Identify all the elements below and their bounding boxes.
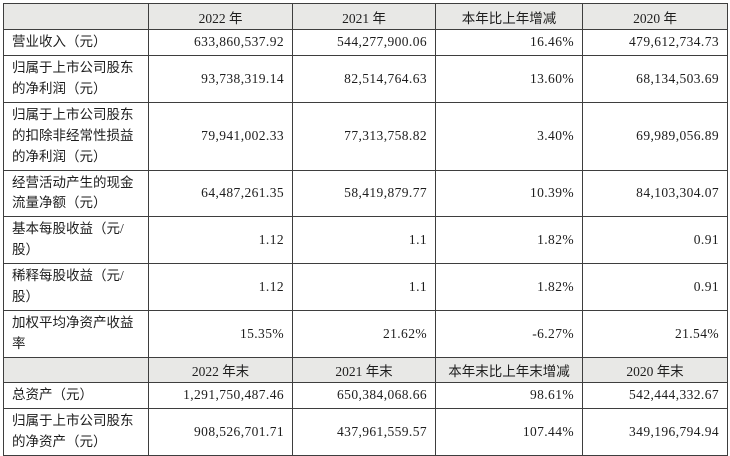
value-2021: 650,384,068.66	[292, 381, 436, 409]
col-header-2021: 2021 年	[292, 3, 436, 30]
table-row-total-assets: 总资产（元） 1,291,750,487.46 650,384,068.66 9…	[3, 381, 728, 409]
table-row-diluted-eps: 稀释每股收益（元/ 股） 1.12 1.1 1.82% 0.91	[3, 263, 728, 312]
value-change: 1.82%	[435, 263, 583, 312]
value-2020: 69,989,056.89	[582, 101, 728, 171]
value-2022: 15.35%	[148, 310, 293, 358]
value-change: 16.46%	[435, 29, 583, 56]
value-change: 107.44%	[435, 407, 583, 456]
col-header-2022-end: 2022 年末	[148, 356, 293, 383]
row-label: 归属于上市公司股东 的净资产（元）	[3, 407, 149, 456]
value-2021: 1.1	[292, 216, 436, 265]
row-label: 归属于上市公司股东 的扣除非经常性损益 的净利润（元）	[3, 101, 149, 171]
col-header-2020-end: 2020 年末	[582, 356, 728, 383]
table-row-net-profit: 归属于上市公司股东 的净利润（元） 93,738,319.14 82,514,7…	[3, 54, 728, 103]
row-label: 总资产（元）	[3, 381, 149, 409]
value-2021: 58,419,879.77	[292, 169, 436, 218]
value-2022: 1.12	[148, 216, 293, 265]
value-2022: 908,526,701.71	[148, 407, 293, 456]
row-label: 加权平均净资产收益 率	[3, 310, 149, 358]
row-label: 营业收入（元）	[3, 29, 149, 56]
row-label: 经营活动产生的现金 流量净额（元）	[3, 169, 149, 218]
value-2022: 633,860,537.92	[148, 29, 293, 56]
period-end-header-row: 2022 年末 2021 年末 本年末比上年末增减 2020 年末	[3, 356, 728, 383]
value-change: 98.61%	[435, 381, 583, 409]
table-row-revenue: 营业收入（元） 633,860,537.92 544,277,900.06 16…	[3, 29, 728, 56]
row-label: 稀释每股收益（元/ 股）	[3, 263, 149, 312]
table-row-net-assets: 归属于上市公司股东 的净资产（元） 908,526,701.71 437,961…	[3, 407, 728, 456]
value-change: -6.27%	[435, 310, 583, 358]
col-header-2020: 2020 年	[582, 3, 728, 30]
value-change: 13.60%	[435, 54, 583, 103]
row-label: 归属于上市公司股东 的净利润（元）	[3, 54, 149, 103]
value-2021: 82,514,764.63	[292, 54, 436, 103]
value-2021: 77,313,758.82	[292, 101, 436, 171]
value-2020: 0.91	[582, 263, 728, 312]
row-label: 基本每股收益（元/ 股）	[3, 216, 149, 265]
value-2020: 542,444,332.67	[582, 381, 728, 409]
empty-corner-cell	[3, 356, 149, 383]
value-change: 10.39%	[435, 169, 583, 218]
empty-corner-cell	[3, 3, 149, 30]
financial-summary-table: 2022 年 2021 年 本年比上年增减 2020 年 营业收入（元） 633…	[3, 3, 728, 456]
value-2020: 84,103,304.07	[582, 169, 728, 218]
value-2022: 64,487,261.35	[148, 169, 293, 218]
table-row-net-profit-excl-nonrecurring: 归属于上市公司股东 的扣除非经常性损益 的净利润（元） 79,941,002.3…	[3, 101, 728, 171]
value-2022: 1.12	[148, 263, 293, 312]
table-row-basic-eps: 基本每股收益（元/ 股） 1.12 1.1 1.82% 0.91	[3, 216, 728, 265]
value-2022: 79,941,002.33	[148, 101, 293, 171]
value-2020: 68,134,503.69	[582, 54, 728, 103]
value-2021: 544,277,900.06	[292, 29, 436, 56]
value-2021: 1.1	[292, 263, 436, 312]
table-row-operating-cash-flow: 经营活动产生的现金 流量净额（元） 64,487,261.35 58,419,8…	[3, 169, 728, 218]
period-header-row: 2022 年 2021 年 本年比上年增减 2020 年	[3, 3, 728, 30]
financial-summary-page: 2022 年 2021 年 本年比上年增减 2020 年 营业收入（元） 633…	[3, 3, 728, 456]
col-header-2021-end: 2021 年末	[292, 356, 436, 383]
value-2020: 349,196,794.94	[582, 407, 728, 456]
value-2021: 21.62%	[292, 310, 436, 358]
value-2022: 93,738,319.14	[148, 54, 293, 103]
value-2020: 21.54%	[582, 310, 728, 358]
value-2022: 1,291,750,487.46	[148, 381, 293, 409]
col-header-yoy-change: 本年比上年增减	[435, 3, 583, 30]
table-row-weighted-avg-roe: 加权平均净资产收益 率 15.35% 21.62% -6.27% 21.54%	[3, 310, 728, 358]
col-header-2022: 2022 年	[148, 3, 293, 30]
value-change: 3.40%	[435, 101, 583, 171]
value-change: 1.82%	[435, 216, 583, 265]
value-2021: 437,961,559.57	[292, 407, 436, 456]
col-header-yoy-end-change: 本年末比上年末增减	[435, 356, 583, 383]
value-2020: 479,612,734.73	[582, 29, 728, 56]
value-2020: 0.91	[582, 216, 728, 265]
